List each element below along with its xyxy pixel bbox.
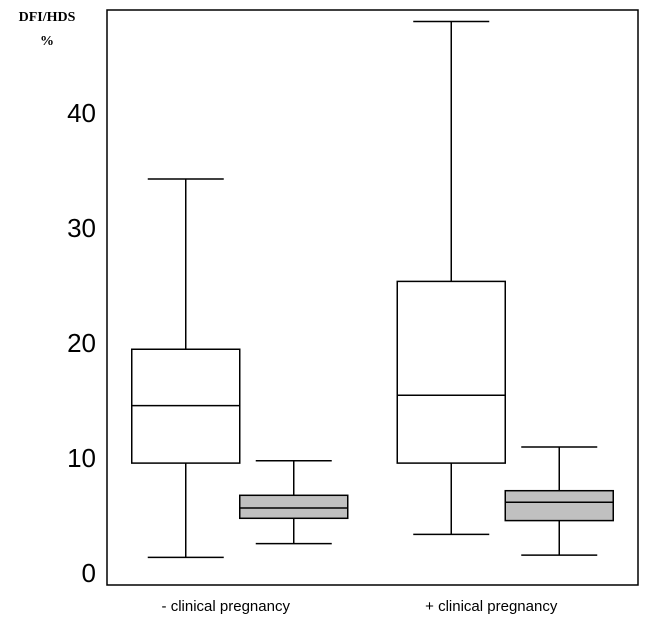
y-axis-label: DFI/HDS — [19, 10, 76, 25]
y-tick-label: 20 — [67, 328, 96, 358]
y-tick-label: 0 — [82, 558, 96, 588]
y-tick-label: 40 — [67, 98, 96, 128]
x-tick-label: - clinical pregnancy — [162, 598, 291, 615]
y-axis-unit: % — [40, 34, 54, 49]
box — [504, 489, 614, 522]
x-tick-label: + clinical pregnancy — [425, 598, 558, 615]
box — [396, 280, 506, 464]
y-tick-label: 10 — [67, 443, 96, 473]
y-tick-label: 30 — [67, 213, 96, 243]
plot-frame — [106, 9, 639, 586]
box — [239, 494, 349, 520]
